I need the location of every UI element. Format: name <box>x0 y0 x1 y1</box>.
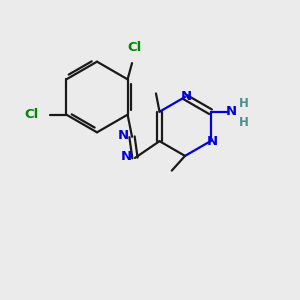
Text: H: H <box>238 116 248 128</box>
Text: N: N <box>181 91 192 103</box>
Text: N: N <box>121 150 132 163</box>
Text: Cl: Cl <box>24 108 38 121</box>
Text: Cl: Cl <box>128 41 142 54</box>
Text: H: H <box>238 97 248 110</box>
Text: N: N <box>118 129 129 142</box>
Text: N: N <box>206 135 218 148</box>
Text: N: N <box>226 105 237 118</box>
